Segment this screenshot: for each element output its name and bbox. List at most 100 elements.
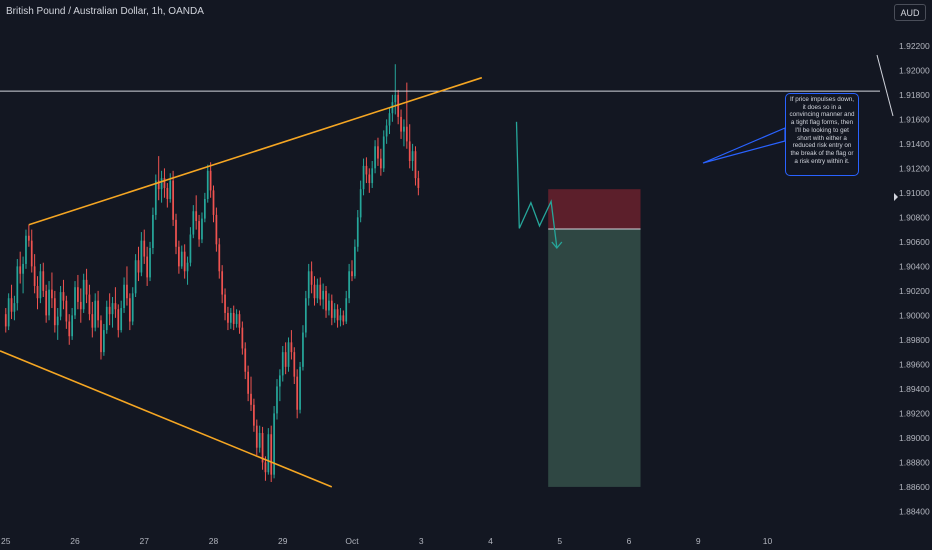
candle (377, 137, 379, 166)
candle-body (328, 300, 330, 311)
candle-body (411, 151, 414, 162)
y-tick-label: 1.91000 (899, 188, 930, 198)
candle (229, 308, 232, 329)
candle-body (203, 198, 206, 219)
candle-body (59, 292, 62, 317)
candle (33, 254, 36, 294)
candle (267, 428, 270, 475)
candle (163, 168, 166, 198)
candle (394, 64, 397, 115)
scale-handle[interactable] (876, 54, 894, 117)
y-tick-label: 1.88600 (899, 482, 930, 492)
chart-title: British Pound / Australian Dollar, 1h, O… (6, 6, 204, 17)
y-tick-label: 1.90400 (899, 261, 930, 271)
candle-body (299, 366, 301, 410)
candle-body (310, 271, 313, 285)
y-tick-label: 1.89000 (899, 433, 930, 443)
candle-body (405, 126, 408, 142)
candle-body (94, 300, 97, 328)
candle (189, 227, 192, 267)
candle (4, 308, 7, 333)
candle (97, 290, 99, 328)
candle-body (325, 290, 327, 311)
projection-arrowhead (551, 241, 563, 250)
candle (10, 284, 13, 320)
candle (244, 342, 247, 380)
lower-trendline[interactable] (0, 350, 333, 488)
candle-body (279, 375, 281, 387)
candle-body (212, 190, 215, 215)
candle (391, 94, 394, 122)
y-tick-label: 1.89200 (899, 408, 930, 418)
candle (307, 263, 310, 306)
candle-body (209, 170, 212, 191)
candle-body (33, 266, 36, 286)
candle-body (330, 300, 333, 318)
y-tick-label: 1.88400 (899, 506, 930, 516)
candle-body (45, 290, 48, 316)
candle (143, 229, 146, 264)
candle-body (403, 126, 405, 132)
annotation-callout[interactable]: If price impulses down, it does so in a … (785, 93, 859, 176)
candle (111, 297, 114, 328)
candle-body (261, 433, 264, 463)
candle-body (186, 262, 189, 272)
candle-body (39, 271, 42, 299)
candle (152, 207, 154, 255)
candle-body (189, 234, 192, 263)
x-tick-label: Oct (345, 536, 359, 546)
candle (175, 213, 177, 255)
candle-body (62, 292, 65, 301)
candle-body (379, 158, 382, 169)
candle (7, 293, 10, 331)
candle (85, 268, 88, 304)
candle (146, 246, 149, 286)
candle-body (253, 404, 255, 426)
candle (397, 89, 400, 125)
candle-body (22, 263, 24, 274)
time-axis: 25 26 27 28 29 Oct 3 4 5 6 9 10 (1, 536, 772, 546)
candle-body (140, 240, 143, 273)
candle-body (333, 309, 336, 318)
candle (345, 290, 348, 324)
y-tick-label: 1.91600 (899, 114, 930, 124)
candle-body (175, 219, 177, 247)
upper-trendline[interactable] (28, 76, 483, 226)
candle-body (258, 433, 261, 448)
candle-body (79, 301, 82, 310)
x-tick-label: 29 (278, 536, 288, 546)
candle (71, 308, 73, 340)
candle-body (281, 352, 284, 376)
candle-body (368, 174, 371, 184)
candle-body (235, 314, 238, 324)
candle (126, 266, 128, 306)
x-tick-label: 27 (140, 536, 150, 546)
candle (42, 262, 45, 298)
stop-zone[interactable] (548, 189, 641, 230)
candle-body (359, 189, 362, 218)
candle-body (293, 352, 296, 377)
candle-body (227, 312, 229, 323)
target-zone[interactable] (548, 229, 641, 487)
candle (339, 308, 342, 327)
candle-body (163, 178, 166, 188)
candle-body (71, 315, 73, 337)
candle-body (408, 141, 411, 162)
projection-path[interactable] (515, 121, 558, 249)
candle (351, 260, 353, 282)
candle (123, 277, 125, 313)
y-tick-label: 1.91400 (899, 139, 930, 149)
currency-button[interactable]: AUD (894, 4, 926, 21)
candle (59, 285, 62, 321)
candle-body (371, 168, 374, 184)
candle-body (238, 314, 241, 328)
candle-body (354, 246, 356, 277)
candle (209, 162, 212, 198)
candle-body (48, 289, 50, 316)
candle-body (417, 178, 420, 188)
candle (206, 164, 209, 203)
candle (149, 241, 151, 282)
candle (180, 245, 183, 269)
candle-body (169, 180, 172, 199)
